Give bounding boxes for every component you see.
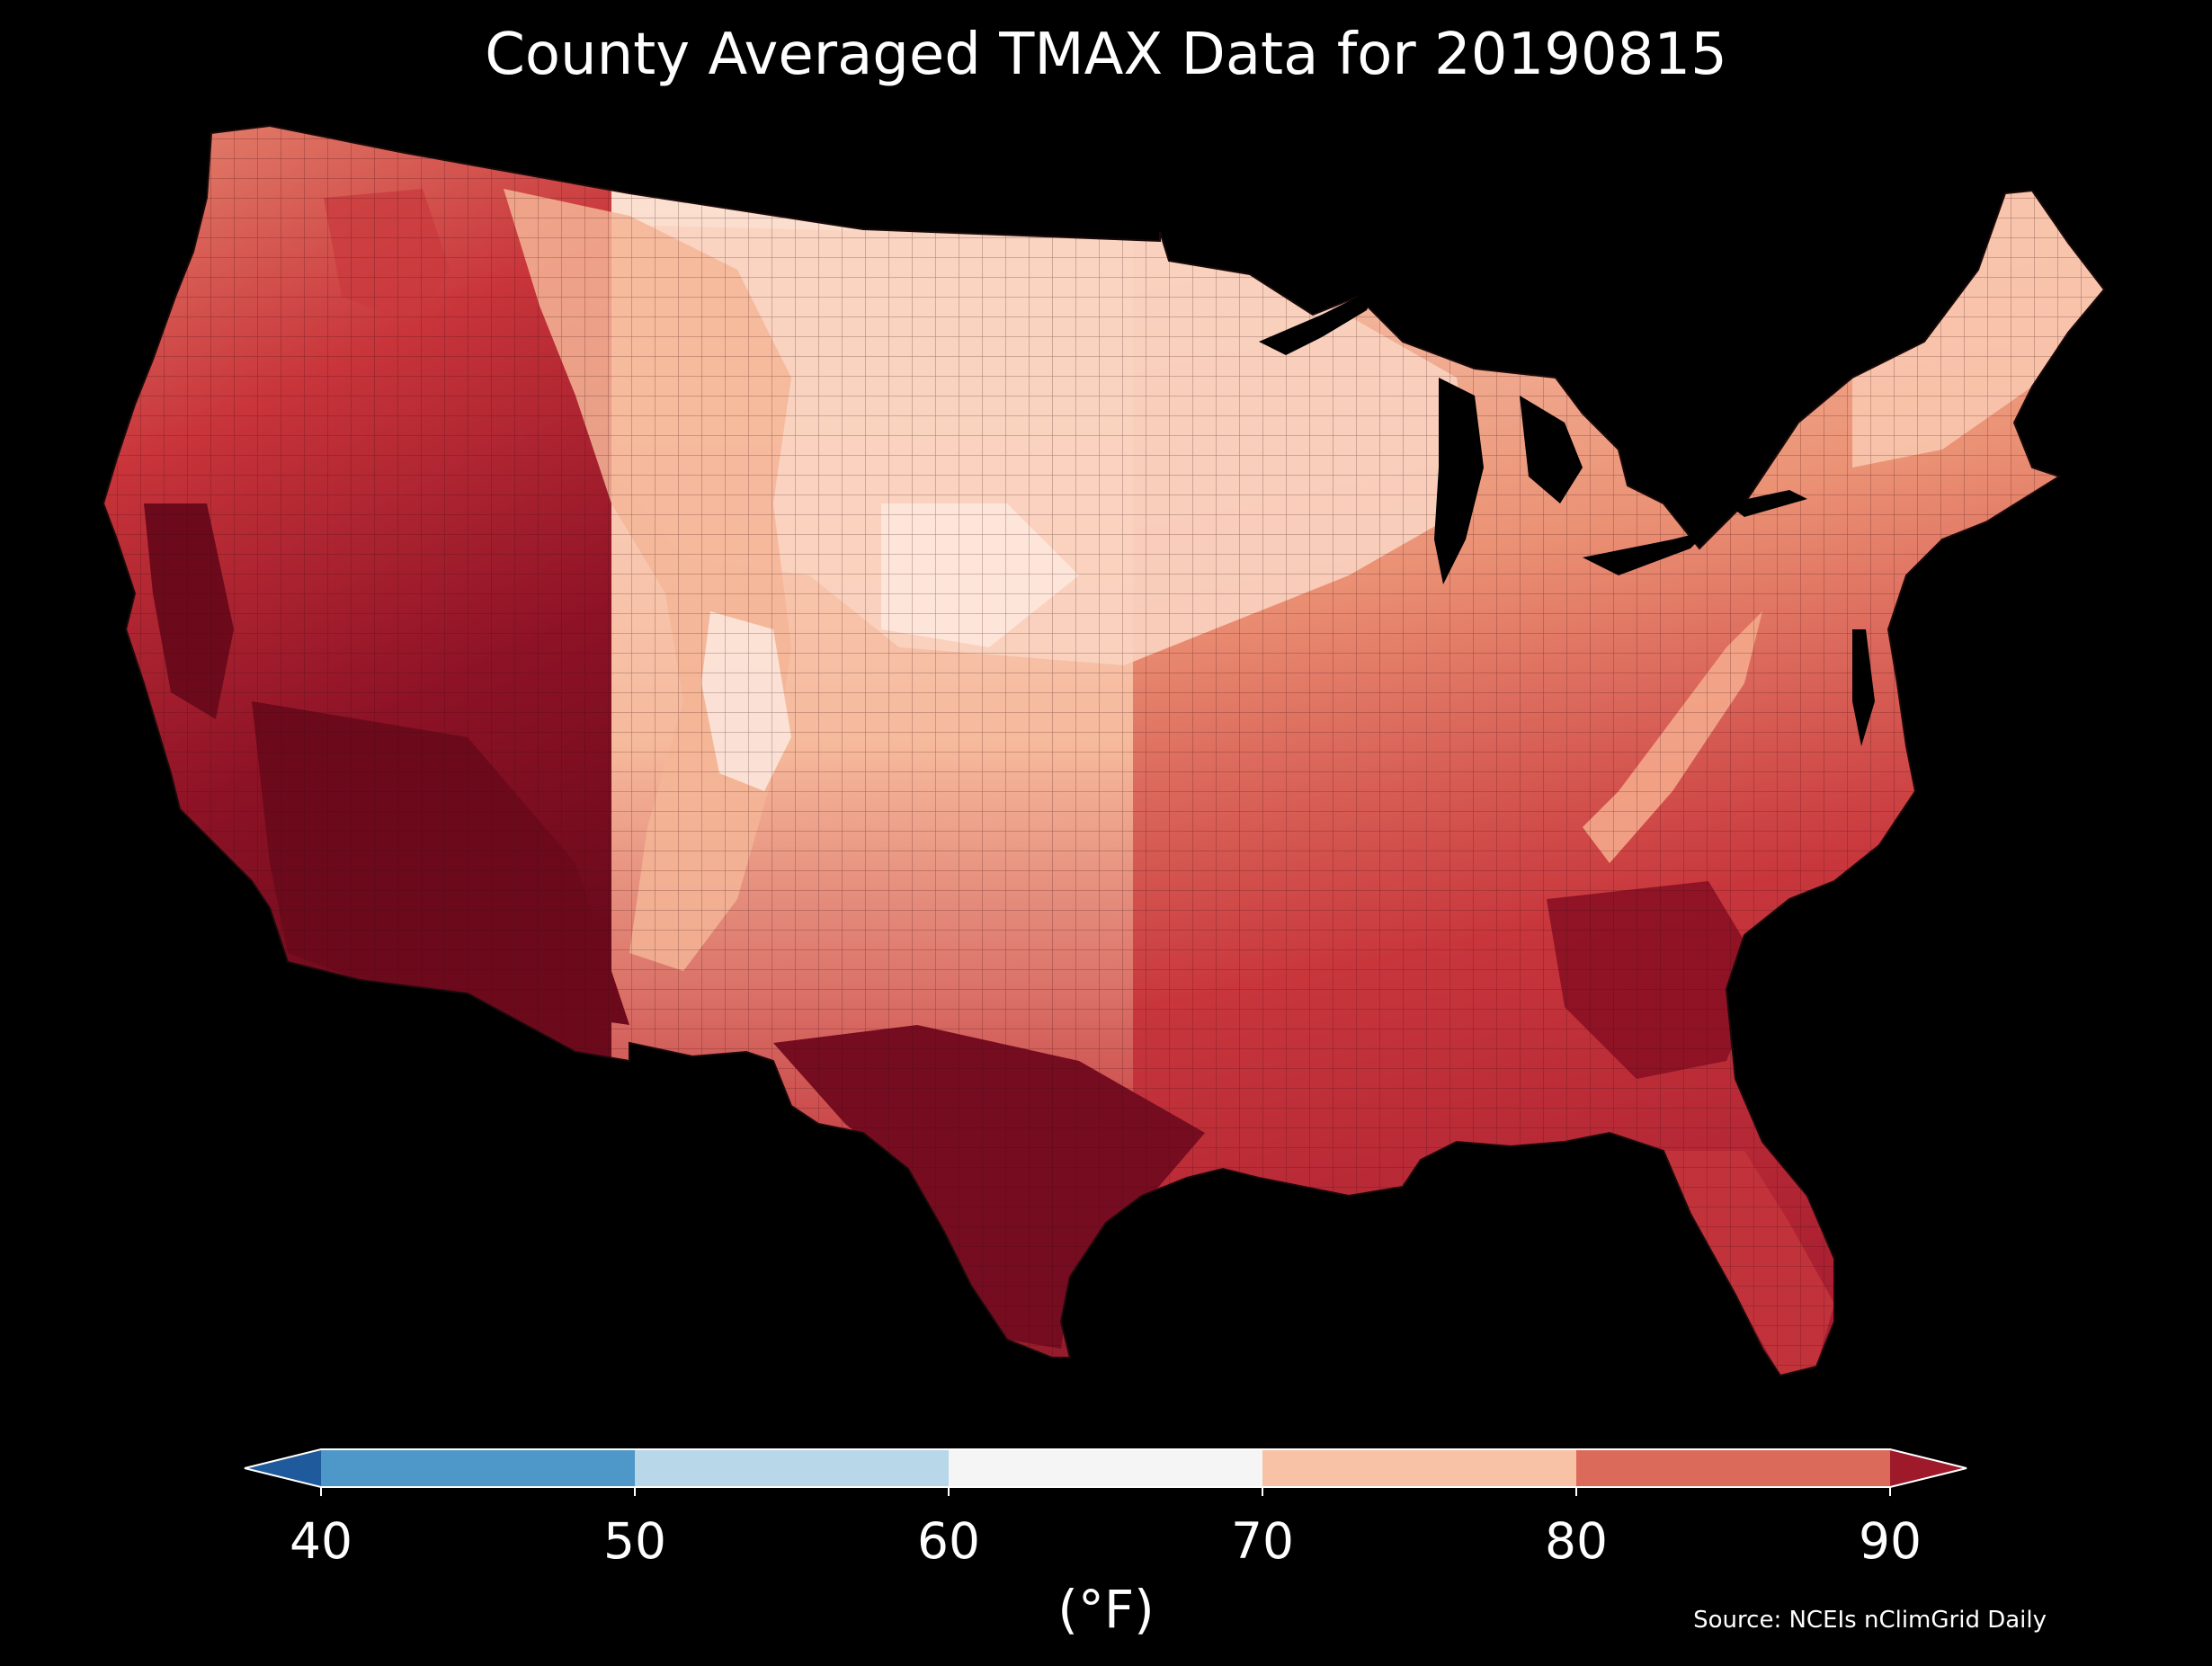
colorbar-tick-label: 80 [1545,1512,1608,1570]
colorbar-bin [1576,1449,1890,1487]
colorbar-tick-label: 60 [917,1512,980,1570]
colorbar-tick-label: 70 [1231,1512,1294,1570]
colorbar-bin [1262,1449,1576,1487]
colorbar-unit-label: (°F) [1057,1579,1155,1640]
lake-superior [1259,288,1376,355]
lake-michigan [1434,378,1484,584]
source-credit: Source: NCEIs nClimGrid Daily [1693,1607,2047,1634]
county-boundaries [103,126,2104,1376]
lake-huron [1520,396,1583,503]
lake-erie [1583,530,1708,575]
colorbar-tick-label: 40 [290,1512,352,1570]
us-county-map [103,126,2104,1376]
lake-ontario [1726,490,1807,517]
colorbar-bin [635,1449,949,1487]
colorbar-under-arrow [245,1449,321,1487]
colorbar-tick-label: 50 [603,1512,666,1570]
colorbar-tick-label: 90 [1859,1512,1922,1570]
great-lakes [1259,288,1875,746]
colorbar-tick-labels: 40 50 60 70 80 90 [290,1512,1922,1570]
chesapeake-bay [1852,629,1875,746]
colorbar-bin [949,1449,1262,1487]
colorbar-bin [321,1449,635,1487]
colorbar [244,1448,1967,1496]
map-title: County Averaged TMAX Data for 20190815 [485,22,1727,88]
colorbar-over-arrow [1890,1449,1967,1487]
